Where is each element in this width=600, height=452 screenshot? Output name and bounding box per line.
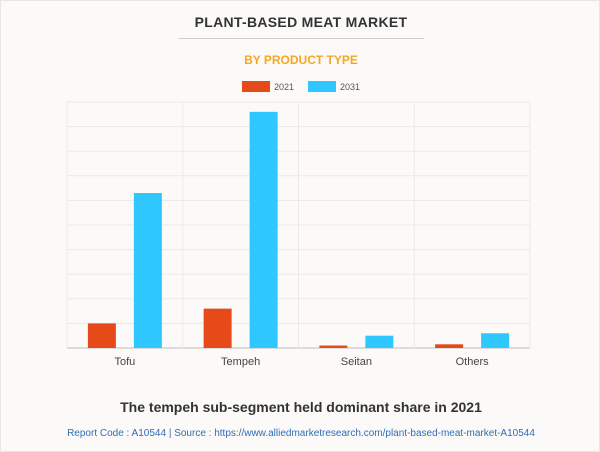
- bar-chart: Tofu Tempeh Seitan Others: [66, 101, 531, 368]
- legend-item-2031: 2031: [308, 81, 360, 92]
- chart-legend: 2021 2031: [1, 81, 600, 92]
- bar-tofu-2021: [87, 323, 116, 348]
- x-tick-label-seitan: Seitan: [341, 356, 372, 368]
- x-tick-label-tempeh: Tempeh: [221, 356, 260, 368]
- legend-item-2021: 2021: [241, 81, 294, 92]
- bar-tofu-2031: [133, 193, 162, 348]
- bar-others-2021: [435, 344, 464, 348]
- x-tick-label-tofu: Tofu: [114, 356, 135, 368]
- legend-label-2021: 2021: [273, 81, 294, 92]
- bar-tempeh-2031: [249, 111, 278, 348]
- chart-title: PLANT-BASED MEAT MARKET: [194, 14, 408, 30]
- report-source-footer: Report Code : A10544 | Source : https://…: [67, 428, 535, 439]
- chart-caption: The tempeh sub-segment held dominant sha…: [120, 399, 482, 415]
- legend-swatch-2031: [308, 81, 336, 92]
- bar-others-2031: [481, 333, 510, 348]
- chart-subtitle: BY PRODUCT TYPE: [244, 53, 358, 67]
- legend-swatch-2021: [241, 81, 270, 92]
- bar-tempeh-2021: [203, 308, 232, 348]
- title-divider: [178, 38, 424, 39]
- x-tick-label-others: Others: [456, 356, 490, 368]
- bar-seitan-2031: [365, 335, 394, 348]
- legend-label-2031: 2031: [340, 81, 361, 92]
- bar-seitan-2021: [319, 345, 348, 348]
